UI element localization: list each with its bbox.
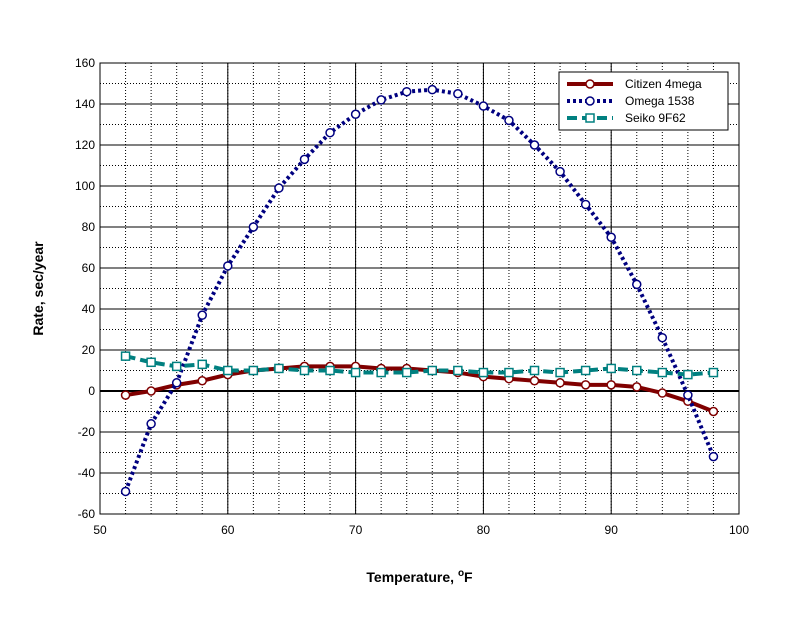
legend-swatch-marker	[585, 96, 595, 106]
series-layer	[120, 84, 719, 497]
x-axis-label: Temperature, oF	[366, 568, 473, 585]
data-point	[350, 367, 361, 378]
tick-labels: 50 60 70 80 90 100 -60 -40 -20 0 20 40 60 80 100 120 140…	[75, 56, 749, 537]
x-tick-label: 80	[477, 523, 491, 537]
x-tick-label: 70	[349, 523, 363, 537]
data-point	[299, 154, 310, 165]
y-tick-label: 120	[75, 138, 95, 152]
x-axis-label-degree: o	[458, 568, 464, 579]
legend: Citizen 4mega Omega 1538 Seiko 9F62	[558, 71, 729, 131]
data-point	[376, 367, 386, 378]
data-point	[146, 386, 156, 396]
data-point	[401, 367, 412, 378]
data-point	[427, 84, 438, 95]
data-point	[248, 365, 259, 376]
data-point	[274, 183, 284, 193]
data-point	[529, 365, 540, 376]
data-point	[657, 388, 668, 398]
data-point	[504, 115, 514, 126]
data-point	[708, 406, 719, 417]
y-tick-label: -60	[78, 507, 96, 521]
legend-label: Seiko 9F62	[625, 111, 686, 125]
series-line	[125, 364, 715, 414]
data-point	[197, 376, 207, 386]
data-point	[632, 279, 642, 290]
data-point	[657, 332, 668, 343]
x-axis-label-text: Temperature,	[366, 569, 458, 585]
x-axis-label-unit: F	[464, 569, 473, 585]
legend-swatch-marker	[585, 79, 595, 89]
plot-area	[99, 62, 740, 515]
y-axis-label: Rate, sec/year	[30, 241, 46, 336]
data-point	[632, 365, 642, 376]
data-point	[529, 140, 540, 150]
data-point	[197, 310, 207, 320]
data-point	[453, 365, 463, 376]
x-tick-label: 50	[93, 523, 107, 537]
y-tick-label: -20	[78, 425, 96, 439]
data-point	[504, 367, 514, 378]
legend-swatch-marker	[585, 113, 595, 123]
x-tick-label: 100	[729, 523, 749, 537]
data-point	[683, 390, 693, 400]
x-tick-label: 90	[605, 523, 619, 537]
y-tick-label: 20	[82, 343, 96, 357]
series-line	[125, 354, 714, 377]
data-point	[223, 261, 233, 271]
y-tick-label: 100	[75, 179, 95, 193]
data-point	[146, 419, 156, 429]
data-point	[478, 101, 489, 111]
minor-grid	[99, 62, 740, 515]
x-tick-label: 60	[221, 523, 235, 537]
data-point	[555, 367, 565, 378]
data-point	[171, 378, 182, 388]
data-point	[325, 365, 335, 376]
data-point	[555, 378, 565, 388]
data-point	[580, 365, 591, 376]
data-point	[606, 380, 616, 390]
data-point	[708, 367, 719, 378]
data-point	[427, 365, 438, 376]
series-line	[123, 87, 716, 493]
y-tick-label: 140	[75, 97, 95, 111]
data-point	[274, 363, 284, 374]
series-seiko-9f62	[120, 351, 719, 380]
data-point	[453, 89, 463, 99]
data-point	[146, 357, 156, 368]
data-point	[120, 390, 131, 400]
data-point	[580, 380, 591, 390]
data-point	[248, 222, 259, 232]
data-point	[632, 382, 642, 392]
data-point	[171, 361, 182, 372]
y-tick-label: 0	[88, 384, 95, 398]
data-point	[555, 166, 565, 177]
data-point	[683, 369, 693, 380]
y-tick-label: -40	[78, 466, 96, 480]
legend-label: Citizen 4mega	[625, 77, 702, 91]
series-omega-1538	[120, 84, 719, 497]
data-point	[529, 376, 540, 386]
data-point	[299, 365, 310, 376]
data-point	[478, 367, 489, 378]
data-point	[120, 486, 131, 497]
data-point	[657, 367, 668, 378]
y-tick-label: 40	[82, 302, 96, 316]
data-point	[580, 199, 591, 210]
y-tick-label: 160	[75, 56, 95, 70]
data-point	[120, 351, 131, 361]
data-point	[401, 86, 412, 97]
data-point	[376, 95, 386, 105]
data-point	[606, 232, 616, 242]
data-point	[606, 363, 616, 374]
data-point	[708, 451, 719, 462]
data-point	[223, 365, 233, 376]
data-point	[325, 127, 335, 138]
y-tick-label: 60	[82, 261, 96, 275]
data-point	[197, 359, 207, 370]
data-point	[350, 109, 361, 119]
y-tick-label: 80	[82, 220, 96, 234]
legend-label: Omega 1538	[625, 94, 695, 108]
